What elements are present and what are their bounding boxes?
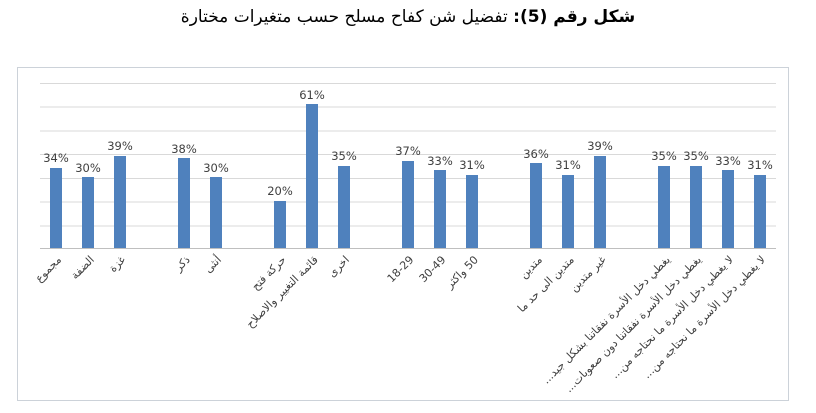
bar: [658, 165, 670, 248]
bar-slot-gender-1: 30% أنثى: [200, 83, 232, 276]
bar-slot-income-1: 35% يغطي دخل الأسرة نفقاتنا دون صعوبات...: [563, 83, 712, 395]
bar-slot-gender-0: 38% ذكر: [168, 83, 200, 274]
figure-number: شكل رقم (5):: [513, 7, 636, 27]
bar: [434, 170, 446, 248]
x-axis-label: اخرى: [325, 253, 353, 280]
bar-slot-region-0: 34% مجموع: [33, 83, 72, 285]
bar-value-label: 35%: [683, 148, 709, 163]
bar-value-label: 33%: [427, 153, 453, 168]
bar: [50, 167, 62, 248]
x-axis-label: ذكر: [171, 253, 193, 274]
bar: [274, 200, 286, 248]
bar: [82, 177, 94, 248]
bar: [466, 174, 478, 248]
figure-title: شكل رقم (5): تفضيل شن كفاح مسلح حسب متغي…: [0, 7, 816, 27]
bar-value-label: 35%: [331, 148, 357, 163]
group-spacer: [360, 83, 392, 248]
bar-value-label: 30%: [203, 160, 229, 175]
bar: [562, 174, 574, 248]
bar-slot-income-3: 31% لا يغطي دخل الأسرة ما نحتاجه من...: [641, 83, 776, 381]
bar-value-label: 33%: [715, 153, 741, 168]
bar-value-label: 31%: [747, 158, 773, 173]
x-axis-label: متدين: [516, 253, 545, 282]
bar-value-label: 31%: [459, 158, 485, 173]
bar: [338, 165, 350, 248]
plot-area: 34% مجموع 30% الضفة 39% غزة 38% ذكر 30% أنثى 20% حر…: [33, 83, 776, 395]
bar-slot-age-0: 37% 18-29: [385, 83, 424, 285]
bar-value-label: 37%: [395, 144, 421, 159]
bar: [178, 158, 190, 248]
x-axis-label: لا يغطي دخل الأسرة ما نحتاجه من...: [608, 253, 737, 382]
bar-slot-party-1: 61% قائمة التغيير والاصلاح: [243, 83, 328, 330]
bar: [754, 174, 766, 248]
bar-slot-party-0: 20% حركة فتح: [249, 83, 296, 293]
bar-value-label: 39%: [587, 139, 613, 154]
bar-value-label: 38%: [171, 141, 197, 156]
x-axis-label: 50 واكثر: [442, 253, 481, 292]
group-spacer: [616, 83, 648, 248]
chart: 34% مجموع 30% الضفة 39% غزة 38% ذكر 30% أنثى 20% حر…: [17, 67, 789, 401]
bar: [402, 160, 414, 248]
bar: [722, 170, 734, 248]
group-spacer: [488, 83, 520, 248]
bar-slot-religiosity-1: 31% متدين الى حد ما: [515, 83, 584, 315]
bar-slot-religiosity-2: 39% غير متدين: [567, 83, 616, 294]
bar-slot-religiosity-0: 36% متدين: [517, 83, 552, 281]
bar-slot-party-2: 35% اخرى: [326, 83, 360, 280]
figure-caption: تفضيل شن كفاح مسلح حسب متغيرات مختارة: [180, 7, 514, 27]
bar-value-label: 35%: [651, 148, 677, 163]
bar-slot-age-2: 31% 50 واكثر: [443, 83, 488, 291]
bar-value-label: 36%: [523, 146, 549, 161]
bar-value-label: 20%: [267, 184, 293, 199]
bar: [210, 177, 222, 248]
bar: [114, 156, 126, 248]
x-axis-label: الضفة: [67, 253, 97, 282]
bar: [530, 163, 542, 248]
x-axis-label: 18-29: [384, 253, 417, 286]
bar-slot-region-2: 39% غزة: [104, 83, 136, 275]
x-axis-label: 30-49: [416, 253, 449, 286]
bar: [690, 165, 702, 248]
bar-slot-income-2: 33% لا يغطي دخل الأسرة ما نحتاجه من...: [609, 83, 744, 381]
bar-value-label: 30%: [75, 160, 101, 175]
bar-value-label: 31%: [555, 158, 581, 173]
bar: [306, 104, 318, 248]
bar-slot-age-1: 33% 30-49: [417, 83, 456, 285]
bar-value-label: 61%: [299, 87, 325, 102]
bar: [594, 156, 606, 248]
bar-value-label: 39%: [107, 139, 133, 154]
bar-value-label: 34%: [43, 151, 69, 166]
x-axis-label: غزة: [106, 253, 129, 275]
group-spacer: [136, 83, 168, 248]
x-axis-label: أنثى: [202, 253, 225, 276]
bar-slot-region-1: 30% الضفة: [68, 83, 104, 282]
bar-slot-income-0: 35% يغطي دخل الأسرة نفقاتنا بشكل جيد...: [539, 83, 680, 387]
group-spacer: [232, 83, 264, 248]
x-axis-label: مجموع: [32, 253, 65, 285]
